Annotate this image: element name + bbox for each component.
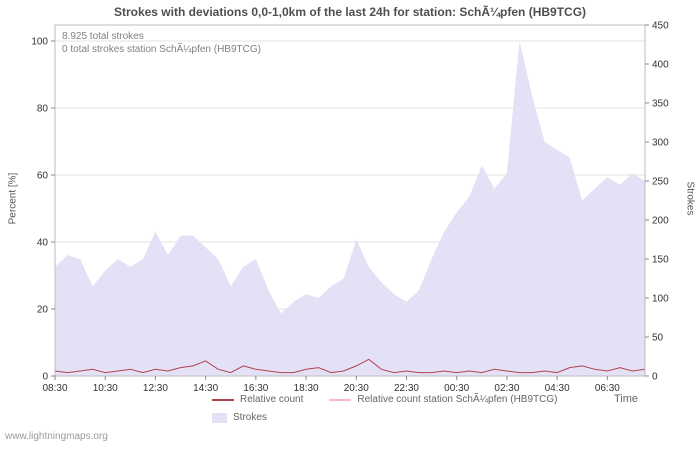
svg-text:60: 60	[37, 171, 49, 182]
annotation-total-strokes: 8.925 total strokes	[62, 31, 144, 42]
svg-text:16:30: 16:30	[243, 383, 268, 394]
left-axis-title: Percent [%]	[7, 172, 19, 225]
legend-label-relative-count: Relative count	[240, 394, 304, 405]
svg-text:02:30: 02:30	[494, 383, 519, 394]
svg-text:06:30: 06:30	[595, 383, 620, 394]
relative-count-station-swatch	[329, 398, 352, 401]
relative-count-swatch	[212, 398, 234, 401]
svg-text:20: 20	[37, 305, 49, 316]
svg-text:12:30: 12:30	[143, 383, 168, 394]
legend-row-area: Strokes	[212, 410, 583, 425]
legend-label-relative-count-station: Relative count station SchÃ¼pfen (HB9TCG…	[357, 394, 558, 405]
svg-text:400: 400	[652, 60, 669, 71]
svg-text:22:30: 22:30	[394, 383, 419, 394]
svg-text:50: 50	[652, 333, 664, 344]
svg-text:14:30: 14:30	[193, 383, 218, 394]
legend-row-lines: Relative count Relative count station Sc…	[212, 392, 583, 407]
svg-text:08:30: 08:30	[42, 383, 67, 394]
svg-text:150: 150	[652, 255, 669, 266]
svg-text:40: 40	[37, 238, 49, 249]
svg-text:300: 300	[652, 138, 669, 149]
svg-text:0: 0	[652, 372, 658, 383]
svg-text:250: 250	[652, 177, 669, 188]
svg-text:350: 350	[652, 99, 669, 110]
svg-text:450: 450	[652, 21, 669, 32]
legend: Relative count Relative count station Sc…	[212, 392, 583, 425]
x-axis-title: Time	[613, 393, 638, 405]
svg-text:100: 100	[31, 37, 48, 48]
svg-text:10:30: 10:30	[93, 383, 118, 394]
svg-text:18:30: 18:30	[294, 383, 319, 394]
svg-text:04:30: 04:30	[545, 383, 570, 394]
svg-text:00:30: 00:30	[444, 383, 469, 394]
svg-text:0: 0	[42, 372, 48, 383]
legend-label-strokes: Strokes	[233, 412, 267, 423]
annotation-station-strokes: 0 total strokes station SchÃ¼pfen (HB9TC…	[62, 44, 261, 55]
svg-text:100: 100	[652, 294, 669, 305]
watermark: www.lightningmaps.org	[5, 431, 108, 442]
svg-text:20:30: 20:30	[344, 383, 369, 394]
chart-title: Strokes with deviations 0,0-1,0km of the…	[113, 5, 587, 19]
right-axis-title: Strokes	[684, 181, 696, 216]
svg-text:80: 80	[37, 104, 49, 115]
strokes-swatch	[212, 412, 227, 423]
svg-text:200: 200	[652, 216, 669, 227]
